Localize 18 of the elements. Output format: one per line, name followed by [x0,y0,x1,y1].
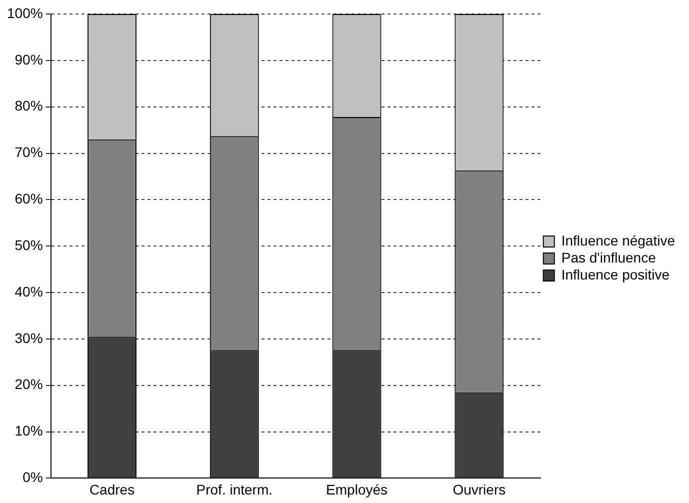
x-tick-label: Cadres [89,481,135,498]
x-tick-label: Ouvriers [452,481,506,498]
y-tick-label: 70% [14,144,43,160]
y-tick-label: 10% [14,422,43,439]
y-tick-label: 90% [14,51,43,68]
legend-label: Influence négative [561,232,676,248]
y-tick-label: 0% [22,469,43,486]
x-tick-label: Prof. interm. [196,481,273,498]
y-tick-label: 30% [14,330,43,346]
x-tick-label: Employés [326,481,388,498]
y-tick-label: 100% [6,4,43,21]
legend-label: Pas d'influence [561,249,656,266]
y-tick-label: 40% [14,283,43,300]
legend-label: Influence positive [561,266,670,282]
y-tick-label: 60% [14,190,43,207]
y-tick-label: 80% [14,98,43,114]
y-tick-label: 50% [14,236,43,253]
y-tick-label: 20% [14,376,43,392]
